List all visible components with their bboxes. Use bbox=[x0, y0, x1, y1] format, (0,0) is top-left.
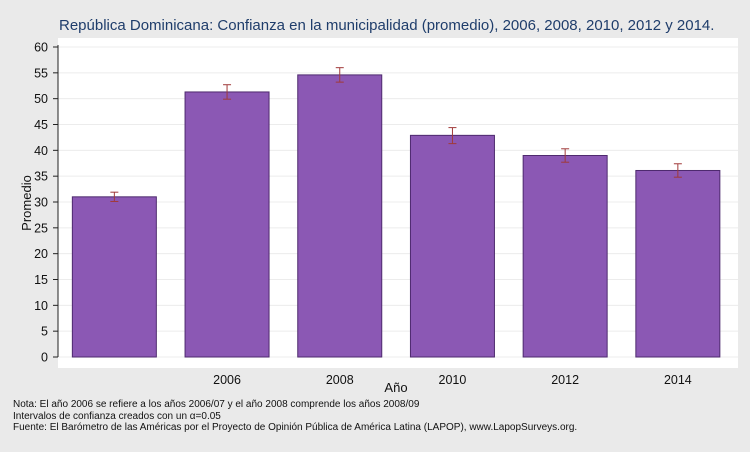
y-tick-label: 40 bbox=[34, 144, 48, 158]
x-axis-label: Año bbox=[384, 380, 407, 395]
error-bars bbox=[110, 67, 682, 202]
x-axis: 2006 2008 2010 2012 2014 bbox=[213, 373, 692, 387]
note-line: Intervalos de confianza creados con un α… bbox=[13, 410, 221, 422]
y-tick-label: 55 bbox=[34, 66, 48, 80]
y-tick-label: 10 bbox=[34, 299, 48, 313]
note-line: Nota: El año 2006 se refiere a los años … bbox=[13, 399, 420, 410]
x-tick-label: 2014 bbox=[664, 373, 692, 387]
y-tick-label: 35 bbox=[34, 170, 48, 184]
y-axis-label: Promedio bbox=[19, 175, 34, 231]
y-tick-label: 0 bbox=[41, 351, 48, 365]
x-tick-label: 2012 bbox=[551, 373, 579, 387]
bar bbox=[522, 155, 608, 358]
plot-area bbox=[58, 38, 738, 368]
chart-title: República Dominicana: Confianza en la mu… bbox=[59, 17, 714, 34]
x-tick-label: 2010 bbox=[439, 373, 467, 387]
bar bbox=[71, 196, 157, 358]
y-tick-label: 30 bbox=[34, 196, 48, 210]
y-tick-label: 50 bbox=[34, 92, 48, 106]
bar bbox=[184, 91, 270, 358]
y-axis: 0 5 10 15 20 25 30 35 40 45 50 55 60 bbox=[34, 41, 59, 365]
y-tick-label: 45 bbox=[34, 118, 48, 132]
note-line: Fuente: El Barómetro de las Américas por… bbox=[13, 422, 578, 433]
y-tick-label: 60 bbox=[34, 41, 48, 55]
bar bbox=[635, 169, 721, 358]
y-tick-label: 15 bbox=[34, 273, 48, 287]
x-tick-label: 2006 bbox=[213, 373, 241, 387]
y-tick-label: 20 bbox=[34, 247, 48, 261]
x-tick-label: 2008 bbox=[326, 373, 354, 387]
y-tick-label: 25 bbox=[34, 221, 48, 235]
y-tick-label: 5 bbox=[41, 325, 48, 339]
bar bbox=[409, 134, 495, 358]
grid-lines bbox=[58, 46, 738, 358]
bar bbox=[297, 74, 383, 358]
chart-notes: Nota: El año 2006 se refiere a los años … bbox=[13, 399, 577, 434]
